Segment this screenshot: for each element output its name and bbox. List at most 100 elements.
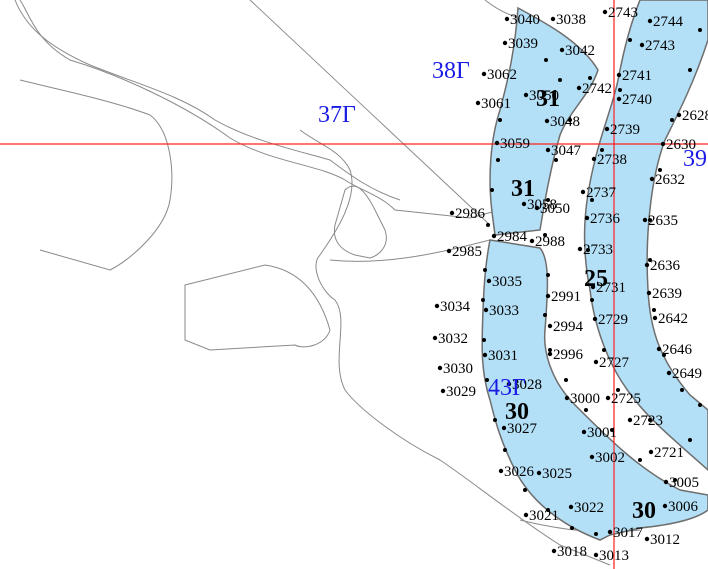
vertex-point: [494, 140, 500, 146]
vertex-point: [498, 468, 504, 474]
point-label-2744: 2744: [653, 14, 684, 30]
boundary-vertex: [590, 298, 594, 302]
point-label-3006: 3006: [668, 499, 699, 515]
vertex-point: [547, 323, 553, 329]
vertex-point: [564, 395, 570, 401]
boundary-vertex: [662, 353, 666, 357]
vertex-point: [627, 417, 633, 423]
vertex-point: [504, 16, 510, 22]
vertex-point: [662, 503, 668, 509]
vertex-point: [550, 16, 556, 22]
boundary-vertex: [498, 118, 502, 122]
vertex-point: [551, 548, 557, 554]
vertex-point: [475, 100, 481, 106]
point-label-3018: 3018: [557, 544, 587, 560]
vertex-point: [584, 215, 590, 221]
vertex-point: [545, 293, 551, 299]
boundary-vertex: [673, 478, 677, 482]
boundary-vertex: [590, 198, 594, 202]
vertex-point: [660, 141, 666, 147]
point-label-2642: 2642: [658, 311, 688, 327]
boundary-vertex: [610, 428, 614, 432]
vertex-point: [663, 479, 669, 485]
vertex-point: [521, 201, 527, 207]
section-label-38g: 38Г: [432, 58, 470, 84]
point-label-2985: 2985: [452, 244, 482, 260]
boundary-vertex: [568, 118, 572, 122]
point-label-2635: 2635: [648, 213, 678, 229]
plots: [481, 0, 708, 541]
coast-shore: [299, 129, 611, 566]
point-label-3050: 3050: [529, 88, 559, 104]
vertex-point: [593, 552, 599, 558]
boundary-vertex: [688, 438, 692, 442]
vertex-point: [647, 18, 653, 24]
boundary-vertex: [688, 68, 692, 72]
vertex-point: [644, 262, 650, 268]
vertex-point: [577, 246, 583, 252]
boundary-vertex: [594, 532, 598, 536]
boundary-vertex: [496, 158, 500, 162]
vertex-point: [491, 233, 497, 239]
boundary-vertex: [546, 273, 550, 277]
vertex-point: [666, 370, 672, 376]
boundary-vertex: [584, 408, 588, 412]
vertex-point: [481, 71, 487, 77]
vertex-point: [642, 217, 648, 223]
boundary-vertex: [616, 388, 620, 392]
vertex-point: [593, 359, 599, 365]
boundary-vertex: [481, 298, 485, 302]
vertex-point: [483, 307, 489, 313]
point-label-3028: 3028: [512, 377, 542, 393]
point-label-2649: 2649: [672, 366, 702, 382]
boundary-vertex: [558, 78, 562, 82]
point-label-3038: 3038: [556, 12, 586, 28]
vertex-point: [580, 189, 586, 195]
boundary-vertex: [544, 58, 548, 62]
point-label-3005: 3005: [669, 475, 699, 491]
section-label-43g: 43Г: [488, 375, 526, 401]
vertex-point: [534, 205, 540, 211]
point-label-3050: 3050: [540, 201, 570, 217]
point-label-3039: 3039: [508, 36, 538, 52]
boundary-vertex: [588, 76, 592, 80]
boundary-vertex: [628, 38, 632, 42]
road-line: [14, 0, 401, 201]
point-label-3034: 3034: [440, 299, 471, 315]
point-label-3017: 3017: [613, 525, 644, 541]
plot-number-31b: 31: [511, 176, 535, 202]
point-label-3001: 3001: [587, 425, 617, 441]
vertex-point: [506, 381, 512, 387]
vertex-point: [605, 395, 611, 401]
vertex-point: [446, 248, 452, 254]
point-label-2740: 2740: [622, 92, 652, 108]
vertex-point: [434, 303, 440, 309]
vertex-point: [545, 147, 551, 153]
point-label-3027: 3027: [507, 421, 538, 437]
boundary-vertex: [658, 168, 662, 172]
point-label-3025: 3025: [542, 466, 572, 482]
vertex-point: [449, 210, 455, 216]
point-label-2632: 2632: [655, 172, 685, 188]
point-label-3002: 3002: [595, 450, 625, 466]
point-label-2646: 2646: [662, 342, 693, 358]
boundary-vertex: [564, 378, 568, 382]
vertex-point: [604, 126, 610, 132]
plot-number-31a: 31: [536, 86, 560, 112]
point-label-2628: 2628: [682, 108, 708, 124]
boundary-vertex: [548, 348, 552, 352]
vertex-point: [536, 470, 542, 476]
vertex-point: [486, 278, 492, 284]
boundary-vertex: [485, 378, 489, 382]
point-label-3030: 3030: [443, 361, 473, 377]
vertex-points: [432, 9, 702, 558]
plot-number-30b: 30: [632, 498, 656, 524]
vertex-point: [523, 512, 529, 518]
boundary-vertex: [523, 488, 527, 492]
point-label-3058: 3058: [527, 197, 557, 213]
vertex-point: [591, 156, 597, 162]
vertex-point: [482, 352, 488, 358]
boundary-vertex: [543, 313, 547, 317]
